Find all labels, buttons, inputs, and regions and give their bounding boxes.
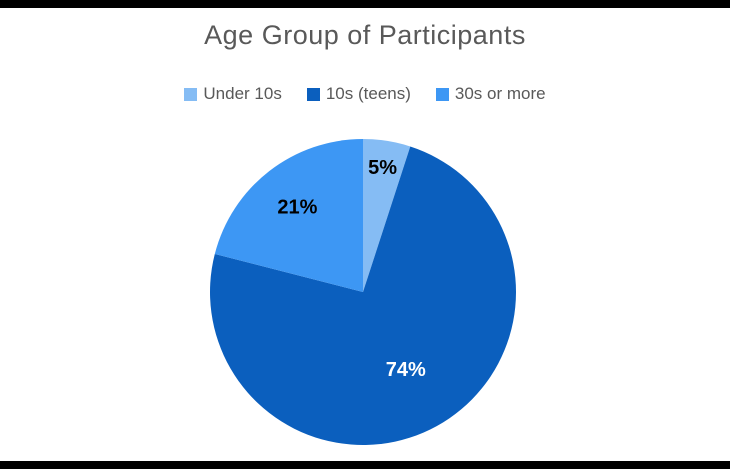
legend-label-under-10s: Under 10s	[203, 84, 282, 103]
pie-slice-30s-or-more	[214, 139, 363, 292]
legend-swatch-under-10s	[184, 87, 198, 101]
slice-label-under-10s: 5%	[368, 157, 397, 179]
legend-item-10s-teens: 10s (teens)	[306, 84, 411, 104]
legend-swatch-30s-or-more	[435, 87, 449, 101]
legend-swatch-10s-teens	[306, 87, 320, 101]
legend-label-10s-teens: 10s (teens)	[325, 84, 411, 103]
chart-title: Age Group of Participants	[204, 20, 526, 50]
slice-label-30s-or-more: 21%	[277, 196, 317, 218]
pie-slice-10s-teens	[210, 146, 517, 446]
legend-item-under-10s: Under 10s	[184, 84, 282, 104]
pie-slice-under-10s	[363, 139, 411, 292]
slice-label-10s-teens: 74%	[386, 359, 426, 381]
legend: Under 10s 10s (teens) 30s or more	[0, 84, 730, 104]
legend-item-30s-or-more: 30s or more	[435, 84, 546, 104]
top-black-bar	[0, 0, 730, 8]
legend-label-30s-or-more: 30s or more	[454, 84, 546, 103]
bottom-black-bar	[0, 461, 730, 469]
